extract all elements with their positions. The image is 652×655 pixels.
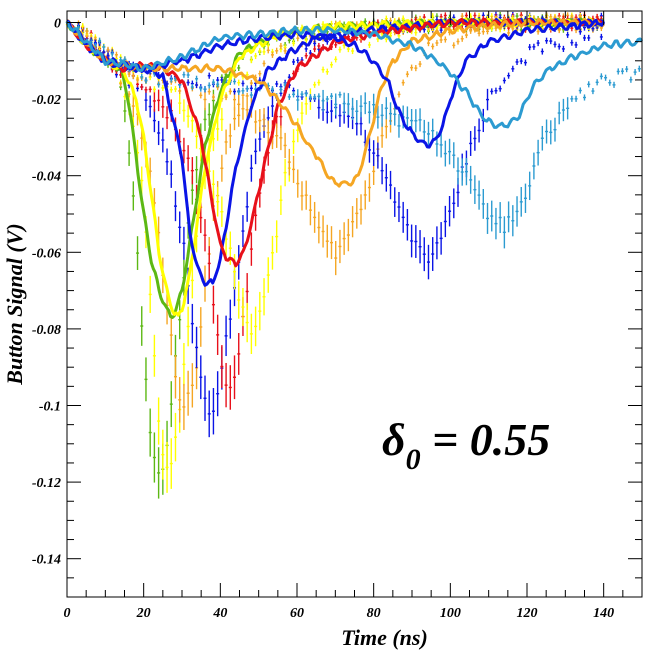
delta-subscript: 0 bbox=[406, 443, 421, 476]
y-axis-title: Button Signal (V) bbox=[2, 223, 27, 385]
x-axis-title: Time (ns) bbox=[341, 625, 428, 650]
y-tick-label: -0.04 bbox=[32, 170, 61, 185]
x-tick-label: 0 bbox=[64, 606, 71, 621]
series-line-13 bbox=[66, 17, 605, 188]
x-tick-label: 60 bbox=[290, 606, 304, 621]
y-tick-label: 0 bbox=[54, 16, 61, 31]
x-tick-label: 140 bbox=[593, 606, 614, 621]
x-tick-label: 100 bbox=[440, 606, 461, 621]
y-tick-label: -0.08 bbox=[32, 323, 61, 338]
y-tick-label: -0.06 bbox=[32, 246, 61, 261]
data-layer bbox=[65, 11, 644, 499]
x-tick-label: 20 bbox=[136, 606, 151, 621]
x-tick-label: 120 bbox=[517, 606, 538, 621]
y-tick-label: -0.12 bbox=[32, 476, 61, 491]
delta-value: = 0.55 bbox=[421, 414, 551, 465]
delta-annotation: δ0 = 0.55 bbox=[382, 414, 550, 476]
series-line-15 bbox=[65, 20, 644, 129]
series-line-14 bbox=[66, 18, 605, 149]
x-tick-label: 40 bbox=[212, 606, 227, 621]
y-tick-label: -0.1 bbox=[39, 399, 61, 414]
axes-layer: 0 20 40 60 80 100 120 140 0 -0.02 -0.04 -0.06 -0.08 -… bbox=[32, 11, 643, 621]
y-tick-label: -0.14 bbox=[32, 553, 61, 568]
plot-frame bbox=[66, 10, 643, 598]
series-errorbar-8 bbox=[77, 24, 641, 249]
y-tick-label: -0.02 bbox=[32, 93, 61, 108]
x-tick-label: 80 bbox=[367, 606, 381, 621]
delta-symbol: δ bbox=[382, 414, 406, 465]
